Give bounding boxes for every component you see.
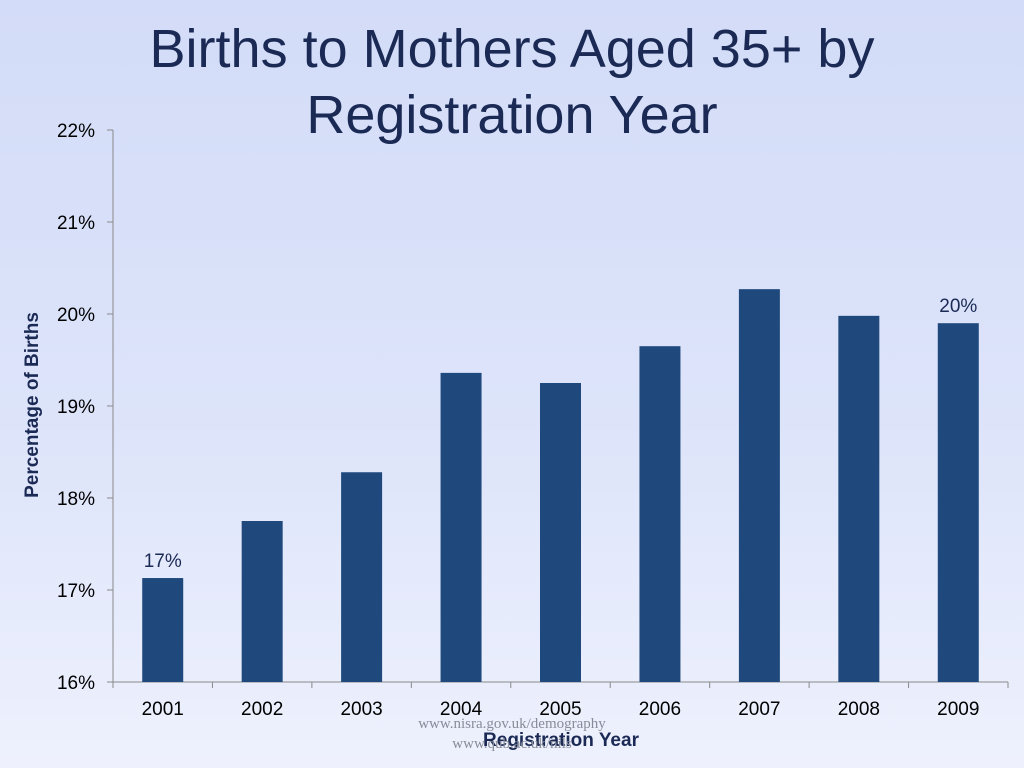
bar-2002 [241,521,283,682]
bar-2004 [440,372,482,682]
chart-labels: 16% 17% 18% 19% 20% 21% 22% 2001 2002 2003 2004 200… [57,121,979,720]
x-tick-label: 2009 [937,699,979,720]
y-tick-label: 20% [57,305,95,326]
x-tick-label: 2007 [738,699,780,720]
data-label-2009: 20% [939,296,977,317]
x-tick-label: 2005 [539,699,581,720]
bar-2001 [142,578,184,682]
bar-2007 [738,289,780,682]
source-line-1: www.nisra.gov.uk/demography [418,716,606,732]
bar-2005 [540,383,581,682]
slide-title: Births to Mothers Aged 35+ by Registrati… [0,16,1024,148]
y-tick-label: 18% [57,489,95,510]
slide-title-line-2: Registration Year [306,85,718,145]
y-tick-label: 21% [57,213,95,234]
y-axis-title: Percentage of Births [22,312,43,498]
x-axis-title: Registration Year [483,730,640,751]
y-tick-label: 19% [57,397,95,418]
x-tick-label: 2003 [340,699,382,720]
y-tick-label: 17% [57,581,95,602]
x-tick-label: 2006 [639,699,681,720]
bar-2003 [341,472,383,682]
x-tick-label: 2002 [241,699,283,720]
bar-2006 [639,346,681,682]
data-label-2001: 17% [144,551,182,572]
chart-bars [142,289,979,682]
y-tick-label: 22% [57,121,95,142]
slide-title-line-1: Births to Mothers Aged 35+ by [149,19,875,79]
y-tick-label: 16% [57,673,95,694]
x-tick-label: 2004 [440,699,483,720]
bar-2008 [838,315,880,682]
x-tick-label: 2001 [142,699,184,720]
bar-2009 [937,323,979,682]
source-line-2: www.qub.ac.uk/nils [452,736,572,752]
x-tick-label: 2008 [838,699,880,720]
